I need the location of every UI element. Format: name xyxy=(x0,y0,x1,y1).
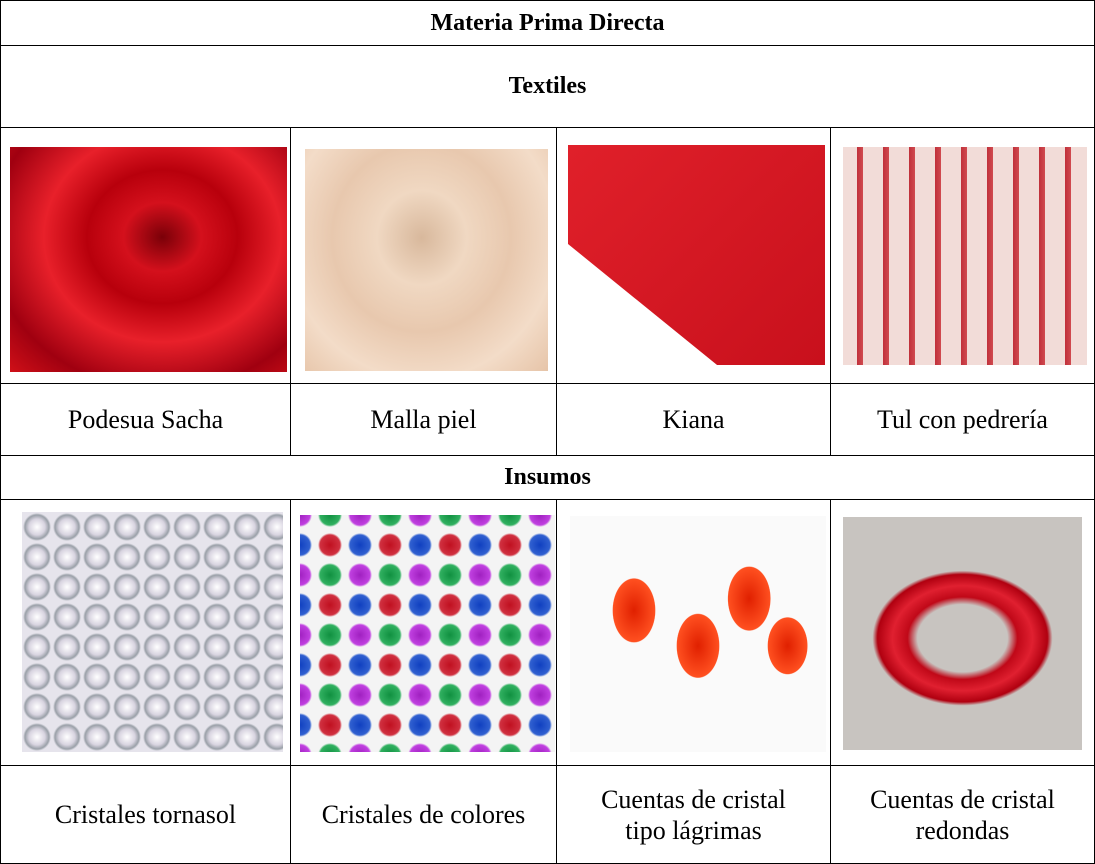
label-cell: Cristales tornasol xyxy=(0,765,291,864)
title: Materia Prima Directa xyxy=(430,9,665,36)
supply-image xyxy=(22,512,283,752)
label-cell: Malla piel xyxy=(290,383,557,456)
item-label: Podesua Sacha xyxy=(67,405,224,434)
label-cell: Cristales de colores xyxy=(290,765,557,864)
section-heading-cell: Textiles xyxy=(0,45,1095,128)
title-cell: Materia Prima Directa xyxy=(0,0,1095,46)
item-label: Cuentas de cristal tipo lágrimas xyxy=(601,784,786,845)
item-label: Cristales de colores xyxy=(321,800,526,829)
label-cell: Cuentas de cristal redondas xyxy=(830,765,1095,864)
label-cell: Tul con pedrería xyxy=(830,383,1095,456)
label-cell: Podesua Sacha xyxy=(0,383,291,456)
label-cell: Kiana xyxy=(556,383,831,456)
item-label: Malla piel xyxy=(370,405,477,434)
item-label: Cuentas de cristal redondas xyxy=(870,784,1055,845)
section-heading-cell: Insumos xyxy=(0,455,1095,500)
item-label: Kiana xyxy=(662,405,725,434)
section-heading: Insumos xyxy=(504,464,591,490)
supply-image xyxy=(843,517,1082,750)
supply-image xyxy=(570,516,826,752)
label-cell: Cuentas de cristal tipo lágrimas xyxy=(556,765,831,864)
section-heading: Textiles xyxy=(508,73,587,99)
fabric-image xyxy=(305,149,548,371)
item-label: Tul con pedrería xyxy=(877,405,1048,434)
supply-image xyxy=(300,515,555,752)
fabric-image xyxy=(843,147,1087,365)
fabric-image xyxy=(10,147,287,372)
item-label: Cristales tornasol xyxy=(54,800,237,829)
